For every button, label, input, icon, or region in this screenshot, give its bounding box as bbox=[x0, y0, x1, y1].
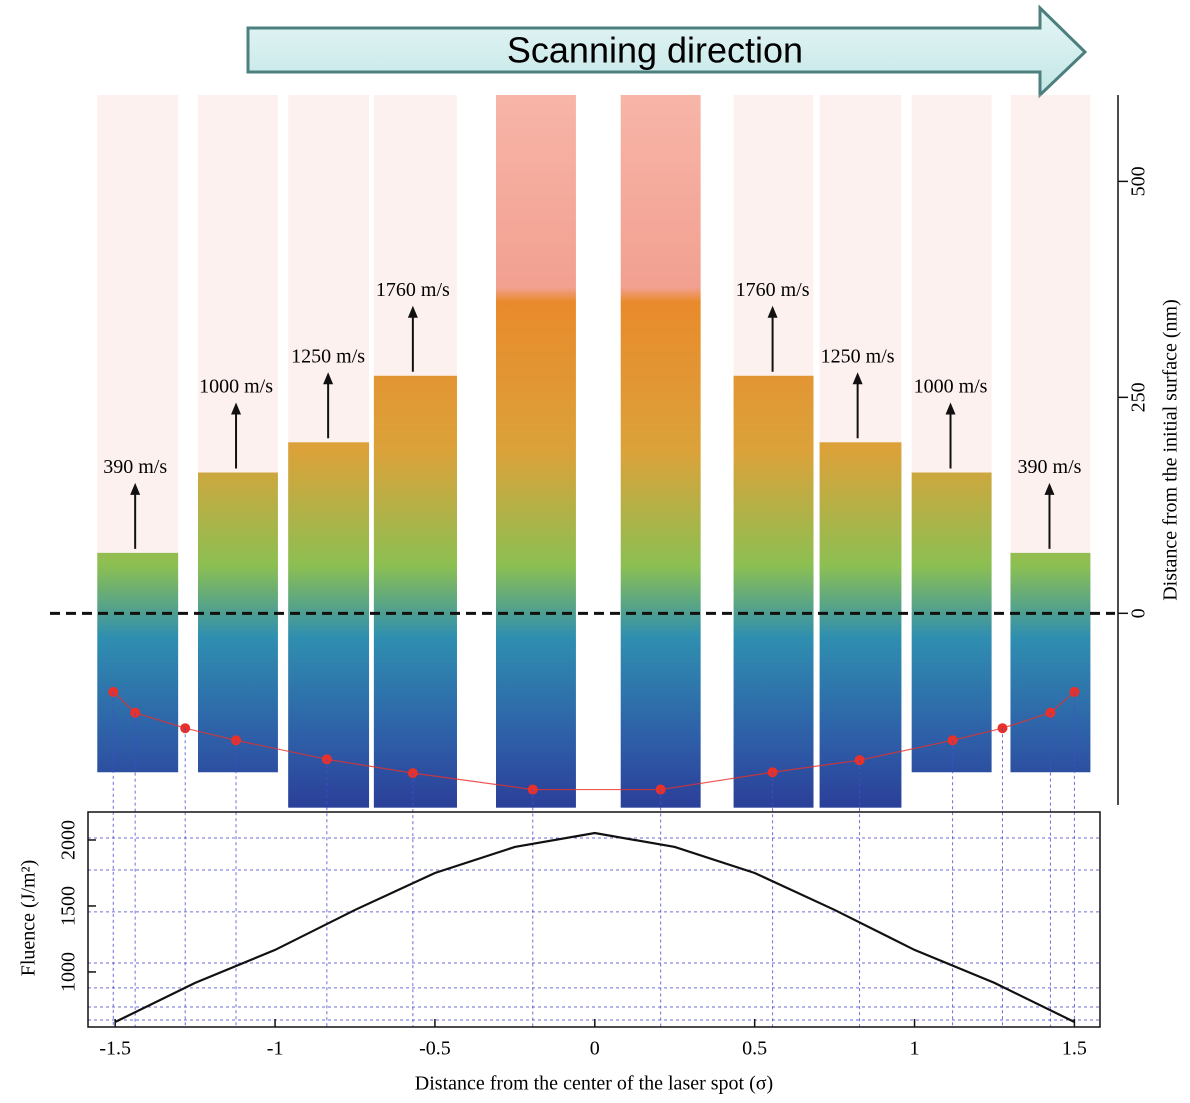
x-tick-label: -0.5 bbox=[419, 1038, 451, 1060]
y-tick-label: 250 bbox=[1128, 382, 1150, 412]
scan-arrow bbox=[246, 4, 1088, 99]
snapshot-column bbox=[373, 375, 457, 808]
arrow-head bbox=[945, 402, 956, 415]
plume bbox=[97, 95, 179, 553]
velocity-label: 1000 m/s bbox=[914, 376, 988, 398]
arrow-head bbox=[323, 372, 334, 385]
velocity-label: 390 m/s bbox=[103, 456, 167, 478]
snapshot-column bbox=[97, 552, 179, 773]
arrow-head bbox=[852, 372, 863, 385]
snapshot-column bbox=[733, 375, 814, 808]
x-tick-label: -1 bbox=[267, 1038, 284, 1060]
velocity-label: 1250 m/s bbox=[291, 345, 365, 367]
y-axis-label: Distance from the initial surface (nm) bbox=[1160, 299, 1182, 601]
arrow-head bbox=[1044, 482, 1055, 495]
annotation: Scanning direction bbox=[507, 30, 803, 71]
velocity-label: 1760 m/s bbox=[376, 279, 450, 301]
snapshot-column bbox=[495, 95, 576, 808]
snapshot-panel: 390 m/s 1000 m/s 1250 m/s 1760 m/s 1760 m/s 1… bbox=[50, 95, 1182, 1027]
x-tick-label: 0.5 bbox=[742, 1038, 767, 1060]
x-tick-label: 1.5 bbox=[1062, 1038, 1087, 1060]
y-axis-label: Fluence (J/m²) bbox=[18, 860, 40, 977]
arrow-head bbox=[767, 305, 778, 318]
x-tick-label: -1.5 bbox=[99, 1038, 131, 1060]
snapshot-column bbox=[819, 442, 902, 808]
fluence-line bbox=[114, 831, 1075, 1023]
plot-frame bbox=[87, 811, 1101, 1028]
snapshot-column bbox=[1010, 552, 1091, 773]
plume bbox=[1010, 95, 1091, 553]
plume bbox=[819, 95, 902, 443]
x-axis-label: Distance from the center of the laser sp… bbox=[415, 1073, 773, 1095]
snapshot-column bbox=[620, 95, 701, 808]
points-line bbox=[112, 691, 1075, 791]
snapshot-column bbox=[197, 472, 278, 773]
snapshot-column bbox=[911, 472, 992, 773]
velocity-label: 390 m/s bbox=[1018, 456, 1082, 478]
velocity-label: 1250 m/s bbox=[821, 345, 895, 367]
y-tick-label: 1500 bbox=[58, 886, 80, 926]
y-tick-label: 2000 bbox=[58, 820, 80, 860]
x-tick-label: 1 bbox=[910, 1038, 920, 1060]
plume bbox=[373, 95, 457, 376]
arrow-head bbox=[231, 402, 242, 415]
velocity-label: 1760 m/s bbox=[736, 279, 810, 301]
y-tick-label: 0 bbox=[1128, 608, 1150, 618]
y-tick-label: 1000 bbox=[58, 952, 80, 992]
fluence-chart: 1000 1500 2000 -1.5 -1 -0.5 0 0.5 1 1.5 Distance f… bbox=[18, 811, 1101, 1095]
snapshot-column bbox=[288, 442, 370, 808]
x-tick-label: 0 bbox=[590, 1038, 600, 1060]
plume bbox=[197, 95, 278, 473]
velocity-label: 1000 m/s bbox=[199, 376, 273, 398]
arrow-head bbox=[130, 482, 141, 495]
y-tick-label: 500 bbox=[1128, 166, 1150, 196]
plume bbox=[911, 95, 992, 473]
arrow-head bbox=[407, 305, 418, 318]
